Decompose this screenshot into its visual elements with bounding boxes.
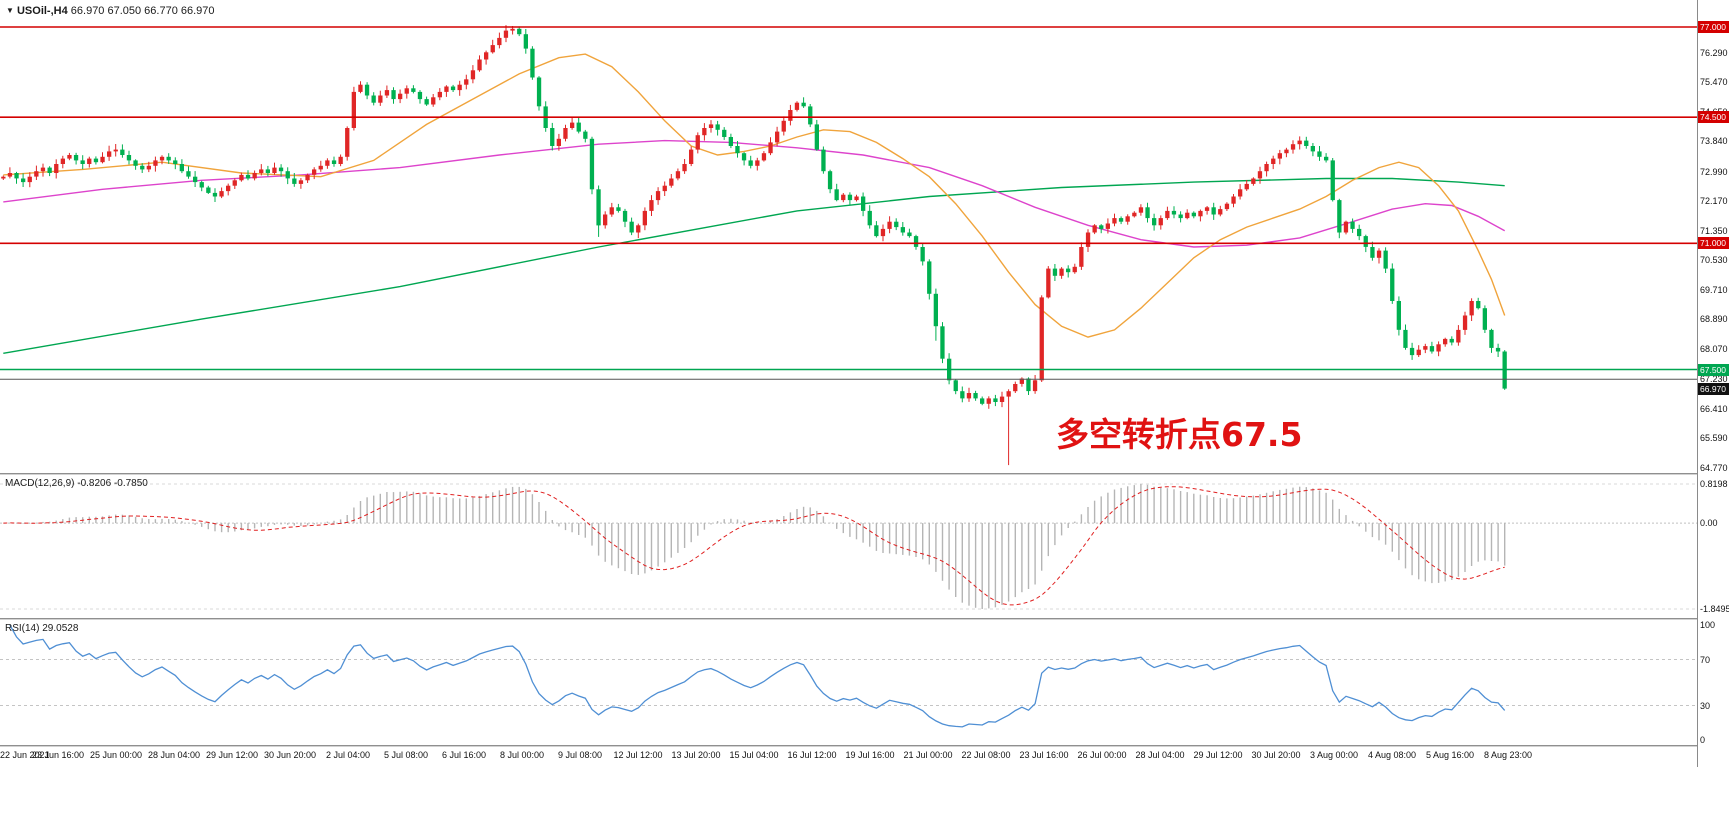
ma-slow-green-line [3,177,1505,354]
macd-axis-min: -1.8495 [1700,604,1729,614]
time-axis-label: 5 Aug 16:00 [1425,750,1475,760]
price-axis-label: 75.470 [1700,77,1728,88]
time-axis-label: 28 Jun 04:00 [147,750,201,760]
time-axis-label: 23 Jul 16:00 [1019,750,1069,760]
time-axis-label: 30 Jun 20:00 [263,750,317,760]
ohlc-values: 66.970 67.050 66.770 66.970 [70,5,215,17]
macd-title: MACD(12,26,9) [5,478,75,489]
time-axis-label: 22 Jun 2021 [0,750,50,760]
price-axis-label: 67.230 [1700,374,1728,385]
rsi-axis-label: 70 [1700,654,1711,665]
price-axis-label: 72.170 [1700,196,1728,207]
time-axis-label: 19 Jul 16:00 [845,750,895,760]
time-axis-label: 4 Aug 08:00 [1367,750,1417,760]
rsi-title: RSI(14) [5,623,40,634]
time-axis-label: 9 Jul 08:00 [557,750,603,760]
time-axis-label: 5 Jul 08:00 [383,750,429,760]
panel-divider[interactable] [0,473,1697,475]
price-level-tag: 67.500 [1698,363,1729,376]
price-axis-label: 64.770 [1700,462,1728,473]
chevron-down-icon[interactable]: ▼ [6,6,14,15]
annotation-text: 多空转折点67.5 [1056,415,1303,454]
price-axis-label: 66.410 [1700,403,1728,414]
macd-header: MACD(12,26,9) -0.8206 -0.7850 [5,478,148,489]
rsi-axis-label: 0 [1700,735,1706,745]
time-axis-label: 8 Aug 23:00 [1483,750,1533,760]
price-chart-panel[interactable]: ▼ USOil-,H4 66.970 67.050 66.770 66.970 … [0,0,1697,473]
time-axis-label: 6 Jul 16:00 [441,750,487,760]
time-axis-label: 28 Jul 04:00 [1135,750,1185,760]
price-level-tag: 71.000 [1698,237,1729,250]
price-axis-label: 76.290 [1700,47,1728,58]
macd-axis-zero: 0.00 [1700,518,1718,529]
price-axis-label: 72.990 [1700,166,1728,177]
time-axis-label: 21 Jul 00:00 [903,750,953,760]
price-axis-label: 65.590 [1700,433,1728,444]
rsi-value: 29.0528 [42,623,79,634]
price-level-tag: 77.000 [1698,21,1729,34]
time-axis-label: 23 Jun 16:00 [31,750,85,760]
ma-fast-orange-line [3,53,1506,338]
price-axis-label: 68.070 [1700,343,1728,354]
rsi-axis-label: 100 [1700,620,1716,630]
time-axis-label: 12 Jul 12:00 [613,750,663,760]
time-axis-label: 13 Jul 20:00 [671,750,721,760]
macd-chart[interactable] [0,475,1697,618]
time-axis-label: 26 Jul 00:00 [1077,750,1127,760]
price-axis-label: 68.890 [1700,314,1728,325]
rsi-chart[interactable] [0,620,1697,745]
price-axis-label: 70.530 [1700,255,1728,266]
price-level-tag: 74.500 [1698,111,1729,124]
time-axis-label: 3 Aug 00:00 [1309,750,1359,760]
rsi-header: RSI(14) 29.0528 [5,623,78,634]
time-axis-label: 29 Jul 12:00 [1193,750,1243,760]
time-axis-label: 29 Jun 12:00 [205,750,259,760]
time-axis-label: 25 Jun 00:00 [89,750,143,760]
time-axis-label: 30 Jul 20:00 [1251,750,1301,760]
ma-mid-magenta-line [3,139,1506,248]
rsi-panel[interactable]: RSI(14) 29.0528 [0,620,1697,745]
time-axis-label: 2 Jul 04:00 [325,750,371,760]
symbol-period-label: USOil-,H4 [16,5,68,17]
candlestick-chart[interactable] [0,0,1697,473]
macd-panel[interactable]: MACD(12,26,9) -0.8206 -0.7850 [0,475,1697,618]
price-axis-label: 73.840 [1700,135,1728,146]
macd-axis-max: 0.8198 [1700,479,1728,489]
price-axis-label: 69.710 [1700,284,1728,295]
panel-divider[interactable] [0,745,1697,747]
rsi-axis-label: 30 [1700,700,1711,711]
macd-values: -0.8206 -0.7850 [77,478,148,489]
time-axis-label: 8 Jul 00:00 [499,750,545,760]
rsi-line [9,624,1506,728]
time-axis-label: 15 Jul 04:00 [729,750,779,760]
time-axis-label: 16 Jul 12:00 [787,750,837,760]
chart-header: ▼ USOil-,H4 66.970 67.050 66.770 66.970 [6,5,215,17]
price-axis-label: 71.350 [1700,225,1728,236]
current-price-tag: 66.970 [1698,382,1729,395]
time-axis[interactable]: 22 Jun 2021 23 Jun 16:00 25 Jun 00:00 28 Ju… [0,747,1697,767]
price-axis[interactable]: 76.29075.47074.65073.84072.99072.17071.3… [1697,0,1729,767]
panel-divider[interactable] [0,618,1697,620]
time-axis-label: 22 Jul 08:00 [961,750,1011,760]
